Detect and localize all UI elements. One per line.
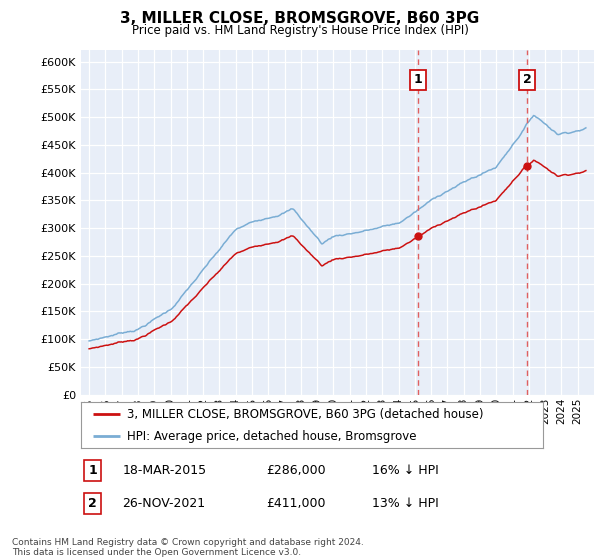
Text: 18-MAR-2015: 18-MAR-2015 (122, 464, 207, 477)
Text: 26-NOV-2021: 26-NOV-2021 (122, 497, 206, 510)
Text: 2: 2 (523, 73, 532, 86)
Text: 1: 1 (414, 73, 422, 86)
Text: 2: 2 (88, 497, 97, 510)
Text: HPI: Average price, detached house, Bromsgrove: HPI: Average price, detached house, Brom… (127, 430, 416, 442)
Text: £286,000: £286,000 (266, 464, 325, 477)
Text: 3, MILLER CLOSE, BROMSGROVE, B60 3PG: 3, MILLER CLOSE, BROMSGROVE, B60 3PG (121, 11, 479, 26)
Text: Price paid vs. HM Land Registry's House Price Index (HPI): Price paid vs. HM Land Registry's House … (131, 24, 469, 36)
Text: 16% ↓ HPI: 16% ↓ HPI (372, 464, 439, 477)
Text: 3, MILLER CLOSE, BROMSGROVE, B60 3PG (detached house): 3, MILLER CLOSE, BROMSGROVE, B60 3PG (de… (127, 408, 484, 421)
Text: 13% ↓ HPI: 13% ↓ HPI (372, 497, 439, 510)
Text: Contains HM Land Registry data © Crown copyright and database right 2024.
This d: Contains HM Land Registry data © Crown c… (12, 538, 364, 557)
Text: £411,000: £411,000 (266, 497, 325, 510)
Text: 1: 1 (88, 464, 97, 477)
